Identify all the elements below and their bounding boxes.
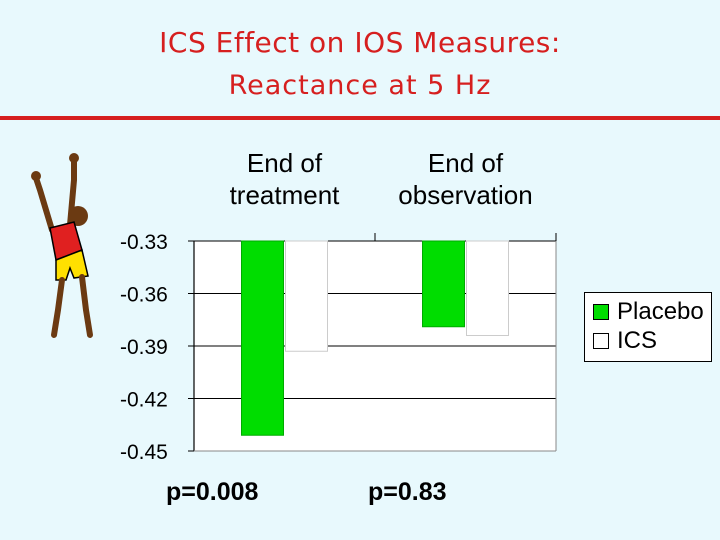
y-tick-label: -0.42 [120, 389, 168, 412]
category-label: treatment [230, 180, 341, 210]
y-tick-label: -0.39 [120, 336, 168, 359]
slide-subtitle: Reactance at 5 Hz [228, 70, 492, 101]
p-value-observation: p=0.83 [368, 478, 447, 506]
legend-swatch-ics [593, 333, 609, 349]
category-label: End of [428, 148, 504, 178]
p-value-treatment: p=0.008 [166, 478, 259, 506]
bar-ics-observation [466, 240, 509, 336]
title-divider [0, 116, 720, 120]
slide-title: ICS Effect on IOS Measures: [159, 26, 561, 59]
y-tick-label: -0.45 [120, 441, 168, 464]
legend-label-ics: ICS [617, 327, 658, 354]
legend-item-ics: ICS [593, 327, 657, 355]
y-tick-label: -0.33 [120, 231, 168, 254]
category-label: End of [247, 148, 323, 178]
legend-item-placebo: Placebo [593, 298, 704, 326]
legend-swatch-placebo [593, 304, 609, 320]
y-tick-label: -0.36 [120, 284, 168, 307]
chart-legend: Placebo ICS [584, 292, 712, 362]
bar-ics-treatment [285, 240, 328, 352]
bar-placebo-treatment [241, 240, 284, 436]
legend-label-placebo: Placebo [617, 298, 704, 325]
bar-placebo-observation [422, 240, 465, 328]
cartoon-figure-icon [31, 153, 93, 338]
category-label: observation [398, 180, 532, 210]
